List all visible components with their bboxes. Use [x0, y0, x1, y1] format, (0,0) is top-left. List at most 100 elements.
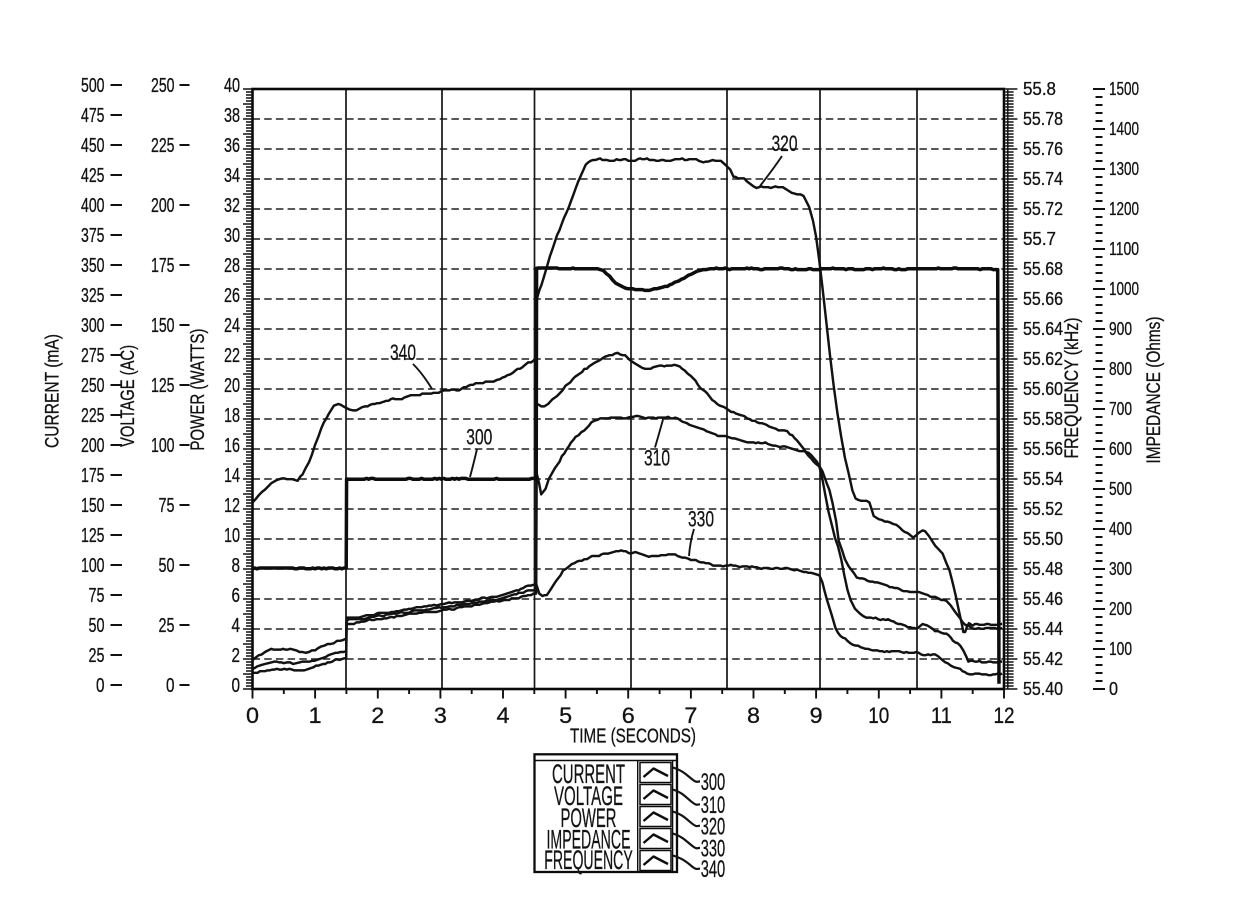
svg-text:1100: 1100 [1109, 239, 1139, 259]
svg-text:4: 4 [497, 703, 510, 728]
svg-text:75: 75 [89, 585, 105, 607]
svg-text:34: 34 [224, 165, 240, 187]
svg-text:5: 5 [559, 703, 572, 728]
svg-text:100: 100 [81, 555, 105, 577]
svg-text:26: 26 [224, 285, 240, 307]
svg-text:CURRENT (mA): CURRENT (mA) [43, 334, 64, 448]
svg-text:0: 0 [96, 675, 105, 697]
svg-text:TIME (SECONDS): TIME (SECONDS) [570, 726, 696, 748]
svg-text:250: 250 [151, 75, 175, 97]
svg-text:0: 0 [166, 675, 175, 697]
svg-text:1300: 1300 [1109, 159, 1139, 179]
svg-text:20: 20 [224, 375, 240, 397]
svg-text:FREQUENCY: FREQUENCY [544, 845, 633, 875]
svg-text:250: 250 [81, 375, 105, 397]
svg-text:10: 10 [224, 525, 240, 547]
svg-text:225: 225 [151, 135, 175, 157]
svg-text:30: 30 [224, 225, 240, 247]
svg-text:24: 24 [224, 315, 240, 337]
svg-text:100: 100 [151, 435, 175, 457]
svg-text:175: 175 [151, 255, 175, 277]
svg-text:POWER: POWER [561, 803, 617, 833]
svg-text:310: 310 [701, 792, 726, 819]
svg-text:32: 32 [224, 195, 240, 217]
svg-text:320: 320 [772, 131, 798, 156]
svg-text:125: 125 [151, 375, 175, 397]
svg-text:55.7: 55.7 [1023, 229, 1056, 249]
svg-text:175: 175 [81, 465, 105, 487]
svg-text:50: 50 [159, 555, 175, 577]
svg-text:375: 375 [81, 225, 105, 247]
svg-text:0: 0 [246, 703, 259, 728]
svg-text:25: 25 [89, 645, 105, 667]
svg-text:55.68: 55.68 [1023, 259, 1063, 279]
svg-text:320: 320 [701, 813, 726, 840]
svg-text:55.72: 55.72 [1023, 199, 1063, 219]
svg-text:425: 425 [81, 165, 105, 187]
svg-text:CURRENT: CURRENT [552, 759, 625, 789]
svg-text:9: 9 [810, 703, 823, 728]
svg-text:11: 11 [931, 703, 952, 728]
svg-text:VOLTAGE: VOLTAGE [554, 781, 623, 811]
svg-text:55.58: 55.58 [1023, 409, 1063, 429]
svg-text:150: 150 [151, 315, 175, 337]
svg-text:2: 2 [371, 703, 384, 728]
svg-text:7: 7 [684, 703, 697, 728]
svg-text:36: 36 [224, 135, 240, 157]
svg-text:300: 300 [701, 769, 726, 796]
svg-text:IMPEDANCE: IMPEDANCE [547, 825, 631, 855]
svg-text:500: 500 [1109, 479, 1132, 499]
svg-text:IMPEDANCE (Ohms): IMPEDANCE (Ohms) [1144, 317, 1165, 464]
svg-text:55.52: 55.52 [1023, 499, 1063, 519]
svg-text:14: 14 [224, 465, 240, 487]
svg-text:55.60: 55.60 [1023, 379, 1063, 399]
svg-text:VOLTAGE (AC): VOLTAGE (AC) [118, 345, 139, 447]
svg-text:275: 275 [81, 345, 105, 367]
svg-text:12: 12 [224, 495, 240, 517]
svg-text:55.56: 55.56 [1023, 439, 1063, 459]
svg-text:1500: 1500 [1109, 79, 1139, 99]
svg-text:55.40: 55.40 [1023, 679, 1063, 699]
svg-text:340: 340 [390, 340, 416, 365]
svg-text:340: 340 [701, 856, 726, 883]
svg-text:125: 125 [81, 525, 105, 547]
svg-text:300: 300 [1109, 559, 1132, 579]
svg-text:800: 800 [1109, 359, 1132, 379]
svg-text:55.44: 55.44 [1023, 619, 1063, 639]
svg-text:6: 6 [622, 703, 635, 728]
svg-text:500: 500 [81, 75, 105, 97]
svg-text:55.66: 55.66 [1023, 289, 1063, 309]
svg-text:900: 900 [1109, 319, 1132, 339]
svg-text:225: 225 [81, 405, 105, 427]
svg-text:0: 0 [232, 675, 241, 697]
svg-text:330: 330 [688, 507, 714, 532]
svg-text:55.76: 55.76 [1023, 139, 1063, 159]
svg-text:0: 0 [1109, 679, 1118, 699]
svg-text:38: 38 [224, 105, 240, 127]
svg-text:2: 2 [232, 645, 241, 667]
svg-text:10: 10 [868, 703, 889, 728]
svg-text:75: 75 [159, 495, 175, 517]
svg-text:40: 40 [224, 75, 240, 97]
svg-text:700: 700 [1109, 399, 1132, 419]
svg-text:16: 16 [224, 435, 240, 457]
svg-text:28: 28 [224, 255, 240, 277]
svg-text:55.64: 55.64 [1023, 319, 1063, 339]
svg-text:200: 200 [1109, 599, 1132, 619]
svg-text:FREQUENCY (kHz): FREQUENCY (kHz) [1062, 318, 1083, 459]
svg-text:310: 310 [644, 446, 670, 471]
svg-text:55.74: 55.74 [1023, 169, 1063, 189]
svg-text:450: 450 [81, 135, 105, 157]
svg-text:55.48: 55.48 [1023, 559, 1063, 579]
svg-text:3: 3 [434, 703, 447, 728]
svg-text:1: 1 [309, 703, 322, 728]
svg-text:330: 330 [701, 836, 726, 863]
svg-text:25: 25 [159, 615, 175, 637]
svg-text:55.50: 55.50 [1023, 529, 1063, 549]
svg-text:600: 600 [1109, 439, 1132, 459]
svg-text:55.8: 55.8 [1023, 79, 1056, 99]
svg-text:300: 300 [81, 315, 105, 337]
svg-text:400: 400 [81, 195, 105, 217]
svg-text:55.54: 55.54 [1023, 469, 1063, 489]
svg-text:1000: 1000 [1109, 279, 1139, 299]
